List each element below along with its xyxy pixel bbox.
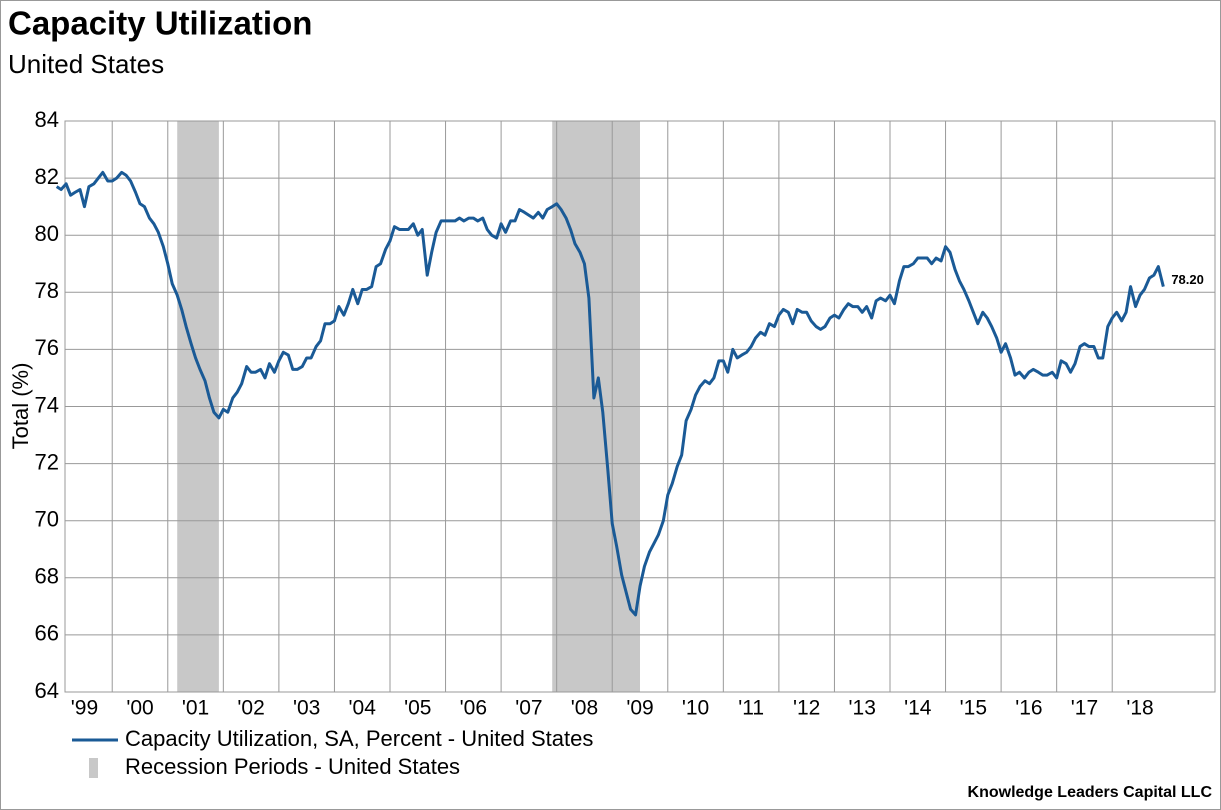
x-tick-label: '01 <box>182 697 209 720</box>
data-line <box>55 170 1165 617</box>
legend-label: Recession Periods - United States <box>125 754 460 779</box>
x-tick-label: '16 <box>1015 697 1042 720</box>
x-tick-label: '13 <box>849 697 876 720</box>
x-tick-label: '10 <box>682 697 709 720</box>
y-tick-label: 66 <box>35 621 59 646</box>
y-tick-label: 72 <box>35 449 59 474</box>
x-tick-label: '00 <box>126 697 153 720</box>
x-tick-label: '06 <box>460 697 487 720</box>
y-tick-label: 84 <box>35 107 59 132</box>
chart-title: Capacity Utilization <box>8 5 312 42</box>
y-tick-label: 82 <box>35 164 59 189</box>
y-tick-label: 74 <box>35 392 59 417</box>
legend-swatch <box>89 758 98 778</box>
x-tick-label: '05 <box>404 697 431 720</box>
y-tick-label: 70 <box>35 507 59 532</box>
y-axis-label: Total (%) <box>8 363 33 450</box>
x-tick-label: '14 <box>904 697 932 720</box>
y-tick-label: 64 <box>35 678 59 703</box>
x-tick-label: '02 <box>237 697 264 720</box>
x-tick-label: '11 <box>738 697 764 720</box>
y-tick-label: 78 <box>35 278 59 303</box>
chart-subtitle: United States <box>8 49 164 79</box>
y-tick-label: 80 <box>35 221 59 246</box>
source: Knowledge Leaders Capital LLC <box>968 784 1213 801</box>
y-tick-label: 76 <box>35 335 59 360</box>
plot-border <box>64 120 1216 693</box>
x-tick-label: '99 <box>71 697 98 720</box>
x-tick-label: '15 <box>960 697 987 720</box>
x-tick-label: '08 <box>571 697 598 720</box>
x-tick-label: '07 <box>515 697 542 720</box>
x-tick-label: '12 <box>793 697 820 720</box>
x-tick-label: '17 <box>1071 697 1098 720</box>
legend-label: Capacity Utilization, SA, Percent - Unit… <box>125 726 593 751</box>
x-tick-label: '03 <box>293 697 320 720</box>
y-tick-label: 68 <box>35 564 59 589</box>
end-value-label: 78.20 <box>1171 272 1204 287</box>
x-tick-label: '09 <box>626 697 653 720</box>
x-tick-label: '04 <box>349 697 377 720</box>
x-tick-label: '18 <box>1126 697 1153 720</box>
